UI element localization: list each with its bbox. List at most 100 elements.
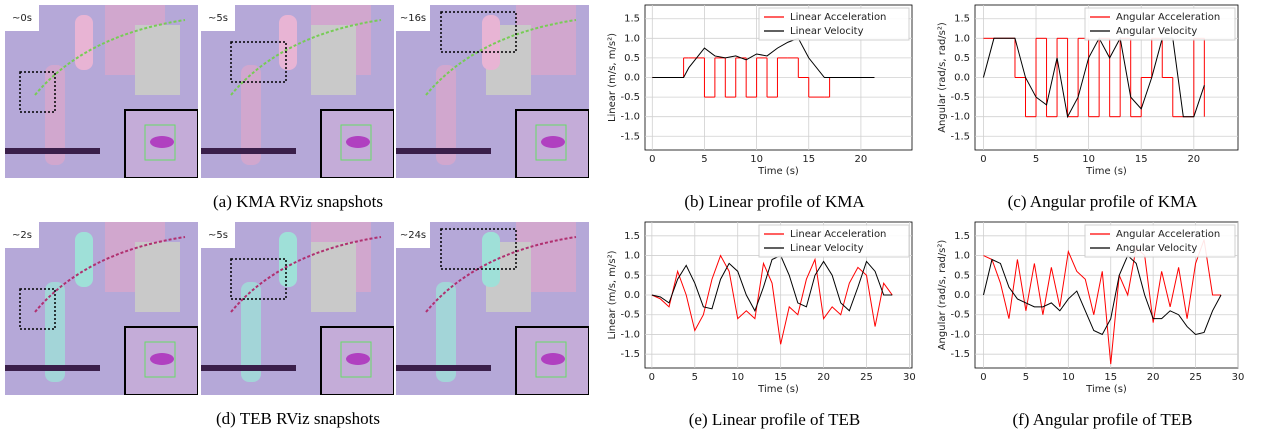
legend-label: Angular Acceleration xyxy=(1116,12,1220,23)
legend-label: Angular Acceleration xyxy=(1116,229,1220,240)
x-tick-label: 15 xyxy=(1104,372,1117,383)
footprint xyxy=(535,124,567,161)
y-tick-label: 1.0 xyxy=(954,33,970,44)
time-bg xyxy=(396,222,430,248)
legend-box xyxy=(758,7,910,41)
x-tick-label: 0 xyxy=(649,372,655,383)
robot xyxy=(346,353,370,365)
series-line xyxy=(651,254,893,312)
x-axis-label: Time (s) xyxy=(757,384,799,395)
wall xyxy=(241,65,261,165)
time-bg xyxy=(5,5,39,31)
caption: (b) Linear profile of KMA xyxy=(684,192,865,211)
x-tick-label: 20 xyxy=(1147,372,1160,383)
focus-box xyxy=(230,41,287,83)
legend-label: Linear Acceleration xyxy=(790,229,886,240)
x-tick-label: 15 xyxy=(802,154,815,165)
x-tick-label: 0 xyxy=(980,372,986,383)
time-label: ~16s xyxy=(400,13,426,24)
time-label: ~24s xyxy=(400,230,426,241)
x-tick-label: 10 xyxy=(1082,154,1095,165)
time-bg xyxy=(201,222,235,248)
x-tick-label: 5 xyxy=(1023,372,1029,383)
y-tick-label: 1.5 xyxy=(954,14,970,25)
x-tick-label: 5 xyxy=(701,154,707,165)
y-axis-label: Angular (rad/s, rad/s²) xyxy=(937,22,948,133)
y-tick-label: 0.0 xyxy=(954,73,970,84)
time-label: ~0s xyxy=(12,13,32,24)
obstacle-bar xyxy=(201,148,296,154)
series-line xyxy=(651,254,893,345)
series-line xyxy=(652,37,875,78)
x-axis-label: Time (s) xyxy=(1085,166,1127,177)
x-tick-label: 25 xyxy=(860,372,873,383)
y-tick-label: -0.5 xyxy=(950,92,970,103)
wall xyxy=(75,15,93,70)
x-tick-label: 15 xyxy=(1135,154,1148,165)
x-tick-label: 20 xyxy=(1187,154,1200,165)
y-axis-label: Linear (m/s, m/s²) xyxy=(607,250,618,339)
x-tick-label: 30 xyxy=(1232,372,1245,383)
y-tick-label: 0.0 xyxy=(954,290,970,301)
x-tick-label: 30 xyxy=(903,372,916,383)
x-tick-label: 20 xyxy=(855,154,868,165)
robot xyxy=(541,353,565,365)
caption: (e) Linear profile of TEB xyxy=(689,410,861,429)
y-tick-label: -0.5 xyxy=(620,92,640,103)
x-tick-label: 15 xyxy=(774,372,787,383)
caption: (c) Angular profile of KMA xyxy=(1008,192,1199,211)
x-tick-label: 10 xyxy=(731,372,744,383)
snapshot xyxy=(201,222,394,395)
y-tick-label: -1.5 xyxy=(950,349,970,360)
robot xyxy=(150,136,174,148)
unknown-area xyxy=(135,25,180,95)
y-tick-label: 1.0 xyxy=(624,33,640,44)
time-label: ~2s xyxy=(12,230,32,241)
snapshot xyxy=(5,222,198,395)
legend-label: Linear Velocity xyxy=(790,243,864,254)
x-tick-label: 5 xyxy=(692,372,698,383)
footprint xyxy=(340,124,372,161)
y-tick-label: 1.5 xyxy=(624,14,640,25)
time-bg xyxy=(396,5,430,31)
x-tick-label: 0 xyxy=(980,154,986,165)
wall xyxy=(482,15,500,70)
legend-label: Angular Velocity xyxy=(1116,243,1197,254)
footprint xyxy=(144,124,176,161)
caption: (a) KMA RViz snapshots xyxy=(213,192,383,211)
y-tick-label: 0.0 xyxy=(624,73,640,84)
legend-box xyxy=(1084,224,1236,258)
time-label: ~5s xyxy=(208,13,228,24)
time-bg xyxy=(201,5,235,31)
y-tick-label: -0.5 xyxy=(620,310,640,321)
obstacle-bar xyxy=(5,148,100,154)
footprint xyxy=(144,341,176,378)
y-tick-label: -1.5 xyxy=(950,131,970,142)
wall xyxy=(279,15,297,70)
series-line xyxy=(982,254,1222,336)
obstacle-bar xyxy=(5,365,100,371)
robot xyxy=(541,136,565,148)
y-axis-label: Angular (rad/s, rad/s²) xyxy=(937,240,948,351)
y-tick-label: -1.0 xyxy=(950,112,970,123)
wall xyxy=(482,232,500,287)
y-axis-label: Linear (m/s, m/s²) xyxy=(607,33,618,122)
legend-box xyxy=(758,224,910,258)
y-tick-label: -1.0 xyxy=(620,329,640,340)
footprint xyxy=(340,341,372,378)
y-tick-label: 1.0 xyxy=(624,251,640,262)
y-tick-label: -0.5 xyxy=(950,310,970,321)
unknown-area xyxy=(135,242,180,312)
x-axis-label: Time (s) xyxy=(757,166,799,177)
y-tick-label: -1.0 xyxy=(950,329,970,340)
wall xyxy=(279,232,297,287)
snapshot xyxy=(396,5,589,178)
robot xyxy=(150,353,174,365)
wall xyxy=(436,282,456,382)
series-line xyxy=(983,239,1222,365)
x-axis-label: Time (s) xyxy=(1085,384,1127,395)
x-tick-label: 20 xyxy=(817,372,830,383)
y-tick-label: 0.5 xyxy=(954,53,970,64)
caption: (d) TEB RViz snapshots xyxy=(216,409,380,428)
